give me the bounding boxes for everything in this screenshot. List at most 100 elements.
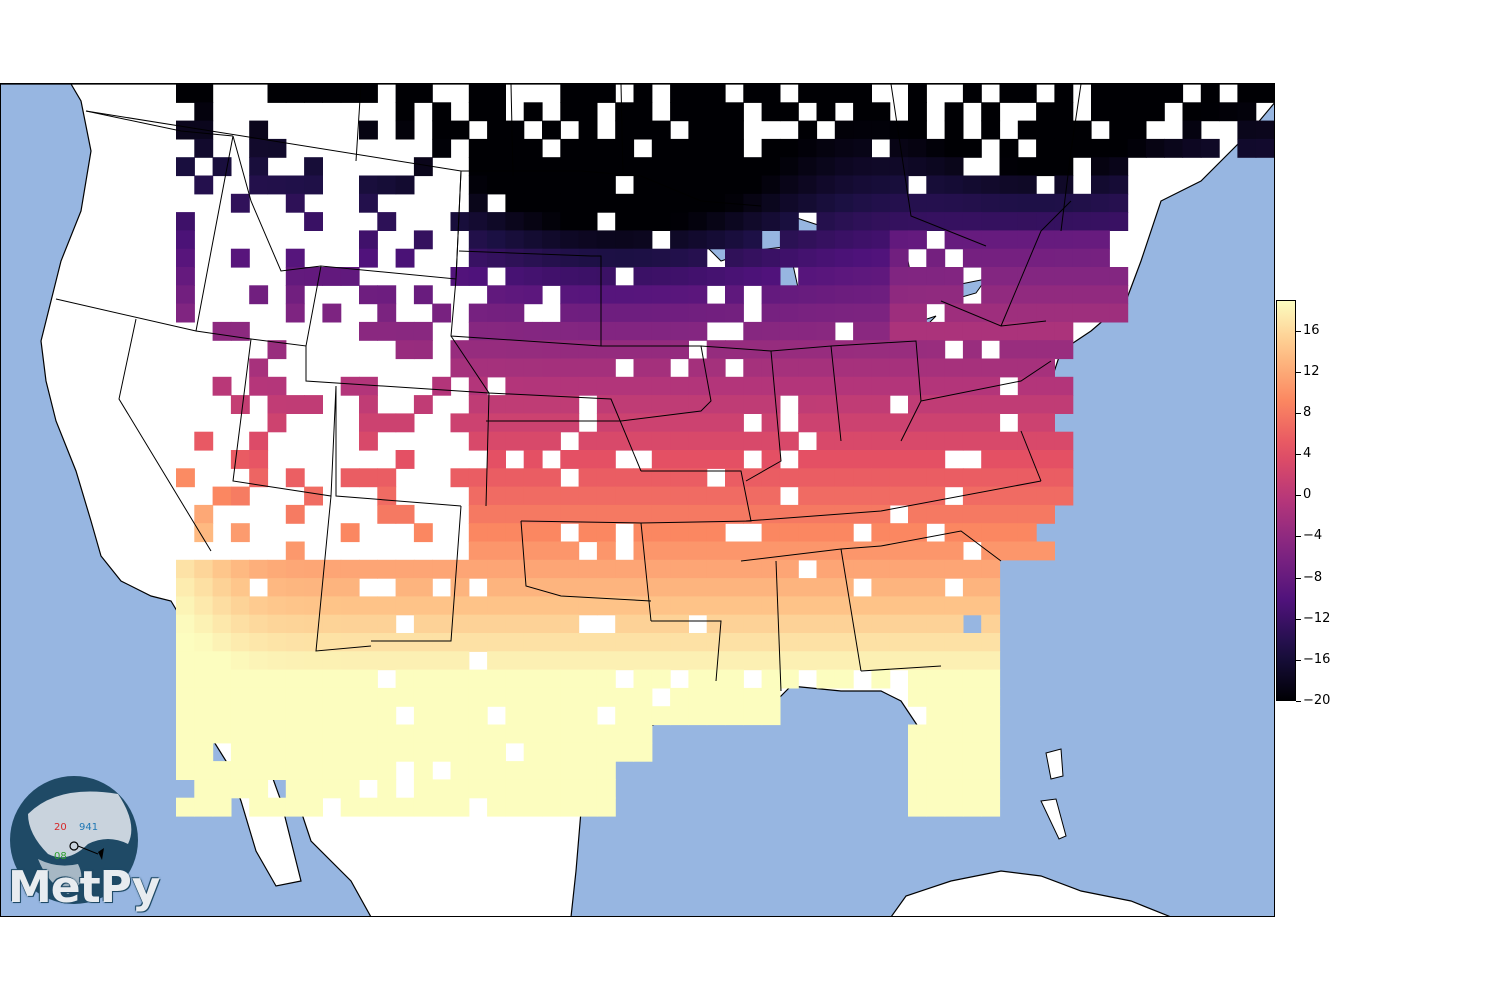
grid-cell	[212, 706, 232, 726]
grid-cell	[468, 303, 488, 323]
grid-cell	[798, 413, 818, 433]
grid-cell	[761, 157, 781, 177]
grid-cell	[468, 706, 488, 726]
grid-cell	[1054, 84, 1074, 103]
grid-cell	[1017, 285, 1037, 305]
colorbar-tick	[1296, 330, 1301, 332]
grid-cell	[670, 303, 689, 323]
grid-cell	[1255, 84, 1274, 103]
grid-cell	[999, 212, 1019, 231]
grid-cell	[230, 669, 250, 689]
grid-cell	[1054, 340, 1074, 360]
grid-cell	[889, 248, 909, 268]
grid-cell	[651, 523, 671, 543]
grid-cell	[176, 633, 195, 652]
grid-cell	[176, 797, 195, 817]
grid-cell	[706, 120, 726, 140]
grid-cell	[651, 157, 671, 177]
grid-cell	[304, 724, 323, 744]
grid-cell	[542, 742, 561, 762]
grid-cell	[779, 193, 799, 213]
grid-cell	[962, 84, 982, 103]
grid-cell	[816, 340, 836, 360]
grid-cell	[304, 633, 323, 652]
grid-cell	[560, 797, 580, 817]
grid-cell	[1017, 340, 1037, 360]
grid-cell	[249, 175, 269, 195]
grid-cell	[834, 523, 854, 543]
grid-cell	[853, 614, 872, 634]
grid-cell	[962, 193, 982, 213]
grid-cell	[230, 724, 250, 744]
grid-cell	[944, 267, 964, 286]
grid-cell	[706, 303, 726, 323]
grid-cell	[725, 431, 744, 451]
grid-cell	[395, 102, 415, 122]
grid-cell	[798, 376, 818, 396]
grid-cell	[743, 486, 763, 506]
grid-cell	[615, 486, 635, 506]
grid-cell	[413, 578, 433, 597]
grid-cell	[999, 504, 1019, 524]
grid-cell	[889, 651, 909, 671]
grid-cell	[670, 230, 689, 250]
grid-cell	[944, 706, 964, 726]
grid-cell	[285, 504, 305, 524]
grid-cell	[1017, 193, 1037, 213]
grid-cell	[908, 303, 927, 323]
grid-cell	[853, 340, 872, 360]
grid-cell	[651, 340, 671, 360]
grid-cell	[450, 633, 470, 652]
grid-cell	[651, 212, 671, 231]
grid-cell	[1182, 120, 1202, 140]
grid-cell	[670, 468, 689, 488]
grid-cell	[798, 633, 818, 652]
grid-cell	[468, 779, 488, 799]
grid-cell	[670, 157, 689, 177]
grid-cell	[615, 230, 635, 250]
grid-cell	[871, 431, 891, 451]
grid-cell	[395, 559, 415, 579]
grid-cell	[285, 742, 305, 762]
grid-cell	[505, 724, 525, 744]
grid-cell	[853, 138, 872, 158]
grid-cell	[560, 157, 580, 177]
grid-cell	[249, 285, 269, 305]
grid-cell	[999, 84, 1019, 103]
grid-cell	[468, 742, 488, 762]
grid-cell	[432, 559, 452, 579]
grid-cell	[926, 724, 946, 744]
grid-cell	[212, 157, 232, 177]
grid-cell	[596, 267, 616, 286]
grid-cell	[1036, 138, 1055, 158]
grid-cell	[962, 504, 982, 524]
grid-cell	[1109, 303, 1129, 323]
grid-cell	[962, 468, 982, 488]
grid-cell	[487, 797, 506, 817]
grid-cell	[944, 395, 964, 414]
grid-cell	[395, 596, 415, 616]
grid-cell	[834, 614, 854, 634]
grid-cell	[853, 633, 872, 652]
grid-cell	[706, 431, 726, 451]
grid-cell	[468, 486, 488, 506]
grid-cell	[633, 175, 653, 195]
grid-cell	[615, 504, 635, 524]
grid-cell	[249, 157, 269, 177]
grid-cell	[908, 450, 927, 469]
grid-cell	[267, 395, 287, 414]
grid-cell	[542, 431, 561, 451]
grid-cell	[633, 724, 653, 744]
grid-cell	[706, 504, 726, 524]
grid-cell	[285, 541, 305, 561]
grid-cell	[1036, 157, 1055, 177]
grid-cell	[981, 303, 1001, 323]
grid-cell	[944, 175, 964, 195]
grid-cell	[926, 468, 946, 488]
grid-cell	[450, 797, 470, 817]
grid-cell	[542, 395, 561, 414]
grid-cell	[1091, 138, 1110, 158]
grid-cell	[304, 175, 323, 195]
grid-cell	[1145, 84, 1165, 103]
grid-cell	[725, 303, 744, 323]
